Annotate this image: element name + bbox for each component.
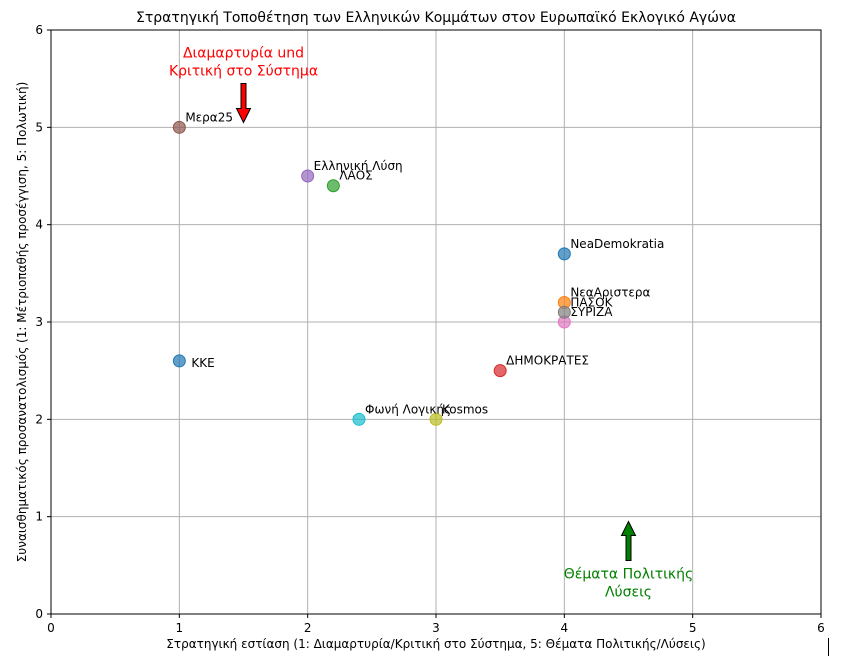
data-point	[429, 412, 443, 426]
point-label: Kosmos	[442, 402, 488, 416]
x-tick-label: 5	[689, 621, 697, 635]
x-tick-label: 4	[561, 621, 569, 635]
data-point	[326, 179, 340, 193]
x-tick-label: 1	[176, 621, 184, 635]
point-label: ΝεαΑριστερα	[570, 286, 650, 300]
y-tick-label: 1	[35, 510, 43, 524]
data-point	[557, 247, 571, 261]
y-tick-label: 5	[35, 120, 43, 134]
data-point	[352, 412, 366, 426]
y-tick-label: 0	[35, 607, 43, 621]
data-point	[301, 169, 315, 183]
point-label: Φωνή Λογικής	[365, 402, 451, 416]
annotation-arrow	[620, 520, 637, 561]
point-label: KKE	[191, 356, 214, 370]
axis-ticks: 0 1 2 3 4 5 6 0 1 2 3 4 5 6	[35, 23, 824, 635]
x-axis-label: Στρατηγική εστίαση (1: Διαμαρτυρία/Κριτι…	[166, 637, 705, 651]
data-points: NeaDemokratia ΝεαΑριστερα ΛΑΟΣ ΔΗΜΟΚΡΑΤΕΣ Ελ…	[172, 110, 664, 426]
data-point	[557, 305, 571, 319]
data-point	[172, 354, 186, 368]
data-point	[493, 364, 507, 378]
annotation-text: Λύσεις	[605, 584, 652, 600]
y-tick-label: 2	[35, 412, 43, 426]
point-label: Μερα25	[185, 110, 233, 124]
point-label: ΠΑΣΟΚ	[570, 295, 613, 309]
edge-mark	[828, 638, 829, 656]
annotation-text: Θέματα Πολιτικής	[564, 566, 693, 582]
x-tick-label: 0	[47, 621, 55, 635]
y-tick-label: 6	[35, 23, 43, 37]
annotation-arrow	[235, 83, 252, 124]
point-label: ΔΗΜΟΚΡΑΤΕΣ	[506, 354, 589, 368]
point-label: Ελληνική Λύση	[314, 159, 403, 173]
annotation-text: Διαμαρτυρία und	[183, 46, 304, 62]
x-tick-label: 3	[432, 621, 440, 635]
x-tick-label: 6	[817, 621, 825, 635]
chart-title: Στρατηγική Τοποθέτηση των Ελληνικών Κομμ…	[136, 10, 736, 26]
y-tick-label: 4	[35, 218, 43, 232]
grid	[50, 29, 822, 615]
annotations: Διαμαρτυρία und Κριτική στο Σύστημα Θέματα…	[169, 46, 693, 601]
annotation-text: Κριτική στο Σύστημα	[169, 64, 318, 80]
point-label: ΛΑΟΣ	[339, 169, 372, 183]
y-tick-label: 3	[35, 315, 43, 329]
y-axis-label: Συναισθηματικός προσανατολισμός (1: Μέτρ…	[15, 82, 29, 563]
data-point	[172, 120, 186, 134]
point-label: NeaDemokratia	[570, 237, 664, 251]
x-tick-label: 2	[304, 621, 312, 635]
point-label: ΣΥΡΙΖΑ	[570, 305, 613, 319]
